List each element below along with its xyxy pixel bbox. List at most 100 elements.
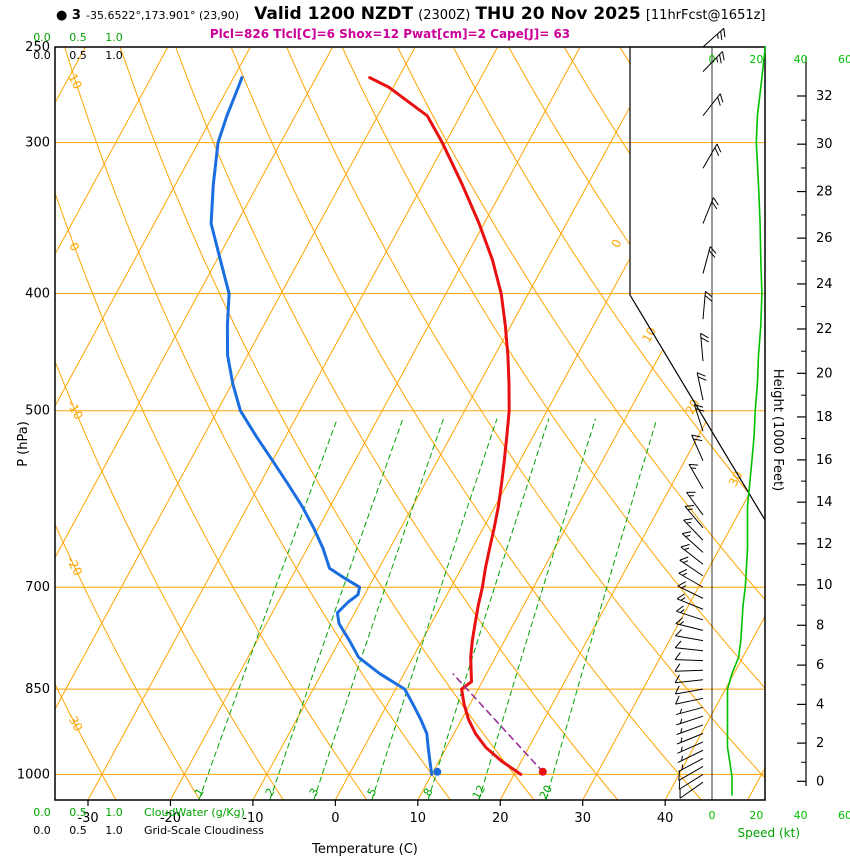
temperature-axis-label: Temperature (C) xyxy=(312,842,418,857)
svg-text:12: 12 xyxy=(816,537,833,552)
indices-line: Plcl=826 Tlcl[C]=6 Shox=12 Pwat[cm]=2 Ca… xyxy=(209,27,571,41)
svg-text:16: 16 xyxy=(816,453,833,468)
mixing-ratio-lines: 1 2 3 5 8 12 20 xyxy=(192,418,658,802)
svg-text:10: 10 xyxy=(639,325,659,345)
temperature-trace xyxy=(368,76,523,776)
svg-text:12: 12 xyxy=(470,783,488,802)
isotherm-labels: 0 10 20 30 xyxy=(609,237,746,489)
svg-text:1: 1 xyxy=(192,786,207,799)
wind-barbs xyxy=(674,27,726,799)
svg-text:32: 32 xyxy=(816,89,833,104)
svg-text:10: 10 xyxy=(816,578,833,593)
svg-text:0: 0 xyxy=(66,240,82,253)
cloudwater-tick: 1.0 xyxy=(105,31,123,44)
cloudiness-tick: 1.0 xyxy=(105,824,123,837)
temp-tick-labels: -30 -20 -10 0 10 20 30 40 xyxy=(77,800,673,826)
svg-text:5: 5 xyxy=(365,786,380,799)
cloudiness-tick: 1.0 xyxy=(105,49,123,62)
svg-text:26: 26 xyxy=(816,231,833,246)
svg-text:18: 18 xyxy=(816,410,833,425)
svg-text:700: 700 xyxy=(25,580,50,595)
svg-text:20: 20 xyxy=(749,809,763,822)
pressure-tick-labels: 250 300 400 500 700 850 1000 xyxy=(17,40,50,782)
svg-text:40: 40 xyxy=(794,809,808,822)
svg-text:10: 10 xyxy=(65,71,85,91)
pressure-axis-label: P (hPa) xyxy=(16,421,31,467)
cloudiness-tick: 0.5 xyxy=(69,49,87,62)
cloudiness-tick: 0.5 xyxy=(69,824,87,837)
svg-text:-20: -20 xyxy=(64,554,86,578)
surface-dots xyxy=(433,767,547,776)
svg-text:30: 30 xyxy=(574,811,591,826)
svg-text:0: 0 xyxy=(609,237,625,250)
svg-text:30: 30 xyxy=(726,469,746,489)
cloudwater-tick: 0.0 xyxy=(33,806,51,819)
title-bar: ● 3 -35.6522°,173.901° (23,90) Valid 120… xyxy=(56,4,850,24)
isobar-grid xyxy=(55,142,765,775)
svg-text:0: 0 xyxy=(709,809,716,822)
height-axis-label: Height (1000 Feet) xyxy=(770,368,785,492)
station-id: ● 3 xyxy=(56,8,81,23)
svg-text:40: 40 xyxy=(794,53,808,66)
cloudwater-scale-top: 0.0 0.5 1.0 xyxy=(24,31,132,44)
valid-time: Valid 1200 NZDT xyxy=(254,4,414,24)
svg-text:250: 250 xyxy=(25,40,50,55)
svg-text:8: 8 xyxy=(816,618,824,633)
cloudwater-tick: 0.5 xyxy=(69,806,87,819)
svg-text:0: 0 xyxy=(816,774,824,789)
dewpoint-trace xyxy=(209,76,434,776)
svg-text:2: 2 xyxy=(816,736,824,751)
cloudwater-scale-bottom: 0.0 0.5 1.0 CloudWater (g/Kg) xyxy=(24,806,245,819)
svg-text:28: 28 xyxy=(816,185,833,200)
svg-text:10: 10 xyxy=(410,811,427,826)
svg-text:-30: -30 xyxy=(77,811,98,826)
valid-date: THU 20 Nov 2025 xyxy=(475,4,641,24)
forecast-lead: [11hrFcst@1651z] xyxy=(645,8,766,23)
svg-text:300: 300 xyxy=(25,136,50,151)
svg-text:20: 20 xyxy=(816,366,833,381)
svg-text:24: 24 xyxy=(816,277,833,292)
cloudwater-tick: 0.0 xyxy=(33,31,51,44)
speed-profile xyxy=(726,46,766,796)
adiabat-labels: 10 0 -10 -20 -30 xyxy=(64,71,86,733)
valid-utc: (2300Z) xyxy=(418,8,471,23)
cloudiness-tick: 0.0 xyxy=(33,49,51,62)
svg-text:400: 400 xyxy=(25,287,50,302)
svg-text:-10: -10 xyxy=(242,811,263,826)
svg-text:22: 22 xyxy=(816,322,833,337)
parcel-path xyxy=(452,673,544,773)
surface-temp-dot xyxy=(538,767,547,776)
svg-text:40: 40 xyxy=(657,811,674,826)
cloudiness-scale-bottom: 0.0 0.5 1.0 Grid-Scale Cloudiness xyxy=(24,824,264,837)
cloudwater-tick: 1.0 xyxy=(105,806,123,819)
svg-text:60: 60 xyxy=(838,53,850,66)
svg-text:20: 20 xyxy=(683,397,703,417)
isotherm-grid xyxy=(55,47,765,800)
cloudiness-caption: Grid-Scale Cloudiness xyxy=(144,824,264,837)
svg-text:6: 6 xyxy=(816,658,824,673)
cloudwater-tick: 0.5 xyxy=(69,31,87,44)
svg-text:-30: -30 xyxy=(64,710,86,734)
cloudiness-scale-top: 0.0 0.5 1.0 xyxy=(24,49,132,62)
svg-text:3: 3 xyxy=(307,786,322,799)
svg-text:20: 20 xyxy=(492,811,509,826)
svg-text:-20: -20 xyxy=(160,811,181,826)
svg-text:20: 20 xyxy=(749,53,763,66)
svg-text:500: 500 xyxy=(25,404,50,419)
svg-text:14: 14 xyxy=(816,495,833,510)
svg-text:60: 60 xyxy=(838,809,850,822)
svg-text:850: 850 xyxy=(25,682,50,697)
svg-text:0: 0 xyxy=(709,53,716,66)
station-coords: -35.6522°,173.901° (23,90) xyxy=(86,9,240,22)
svg-text:-10: -10 xyxy=(64,398,86,422)
svg-text:0: 0 xyxy=(331,811,339,826)
cloudwater-caption: CloudWater (g/Kg) xyxy=(144,806,245,819)
svg-text:8: 8 xyxy=(421,786,436,799)
svg-text:1000: 1000 xyxy=(17,767,50,782)
cloudiness-tick: 0.0 xyxy=(33,824,51,837)
svg-text:4: 4 xyxy=(816,697,824,712)
